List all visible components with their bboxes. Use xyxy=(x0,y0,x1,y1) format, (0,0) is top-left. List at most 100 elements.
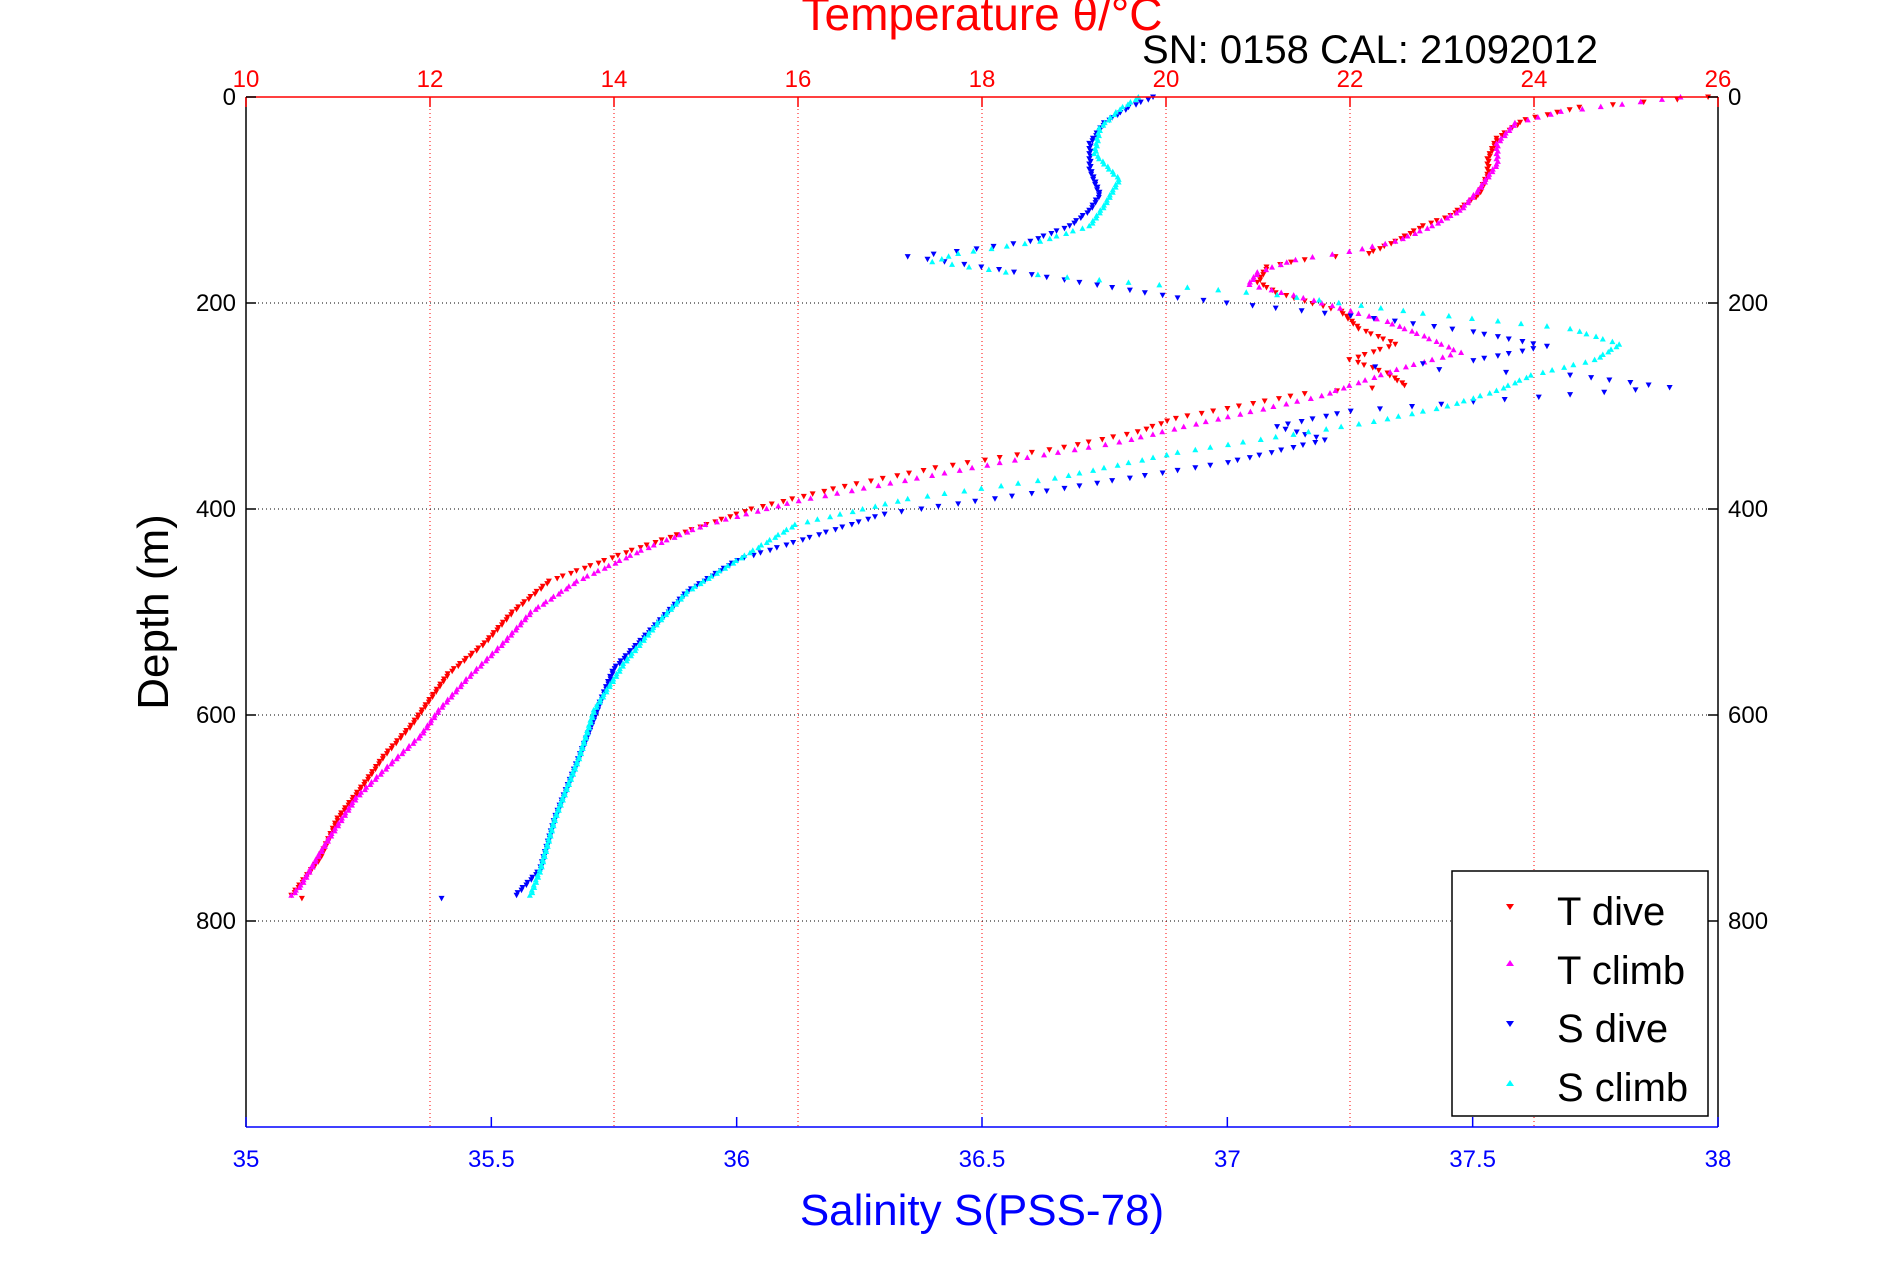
data-point xyxy=(658,539,665,545)
data-point xyxy=(640,637,647,643)
data-point xyxy=(1576,104,1583,111)
data-point xyxy=(1268,286,1275,293)
data-point xyxy=(1534,114,1541,120)
data-point xyxy=(1040,233,1047,240)
data-point xyxy=(1373,315,1380,322)
data-point xyxy=(535,874,542,880)
data-point xyxy=(1401,382,1408,389)
data-point xyxy=(1270,403,1277,410)
data-point xyxy=(872,503,879,509)
data-point xyxy=(1223,300,1230,306)
data-point xyxy=(1002,269,1009,275)
data-point xyxy=(1419,223,1426,229)
data-point xyxy=(898,509,905,515)
data-point xyxy=(1438,341,1445,347)
data-point xyxy=(653,621,660,628)
data-point xyxy=(649,627,656,633)
data-point xyxy=(1015,480,1022,486)
data-point xyxy=(582,732,589,739)
data-point xyxy=(554,576,561,582)
data-point xyxy=(972,498,979,505)
data-point xyxy=(1456,207,1463,213)
series-s-climb xyxy=(526,94,1623,898)
data-point xyxy=(633,549,640,556)
data-point xyxy=(367,781,374,788)
data-point xyxy=(531,591,538,597)
data-point xyxy=(1119,103,1126,110)
data-point xyxy=(550,593,557,600)
data-point xyxy=(467,673,474,679)
data-point xyxy=(1307,395,1314,401)
data-point xyxy=(1159,292,1166,299)
data-point xyxy=(645,632,652,638)
data-point xyxy=(1335,299,1342,306)
data-point xyxy=(1301,257,1308,263)
data-point xyxy=(384,751,390,757)
data-point xyxy=(1321,437,1328,443)
data-point xyxy=(1401,325,1408,332)
data-point xyxy=(1110,171,1117,177)
data-point xyxy=(1346,382,1353,388)
data-point xyxy=(1048,230,1055,237)
data-point xyxy=(991,496,998,502)
data-point xyxy=(532,606,539,612)
data-point xyxy=(1613,343,1620,350)
data-point xyxy=(1591,356,1598,363)
data-point xyxy=(1329,302,1336,309)
data-point xyxy=(1316,297,1323,303)
data-point xyxy=(763,505,770,512)
data-point xyxy=(328,830,335,836)
data-point xyxy=(1401,233,1408,240)
data-point xyxy=(996,459,1003,466)
data-point xyxy=(1089,220,1096,226)
data-point xyxy=(348,802,355,808)
data-point xyxy=(472,668,479,674)
data-point xyxy=(338,815,345,821)
data-point xyxy=(1112,184,1119,190)
data-point xyxy=(1470,329,1477,335)
data-point xyxy=(620,660,627,666)
data-point xyxy=(799,537,806,543)
data-point xyxy=(573,578,580,584)
data-point xyxy=(288,892,295,898)
legend-label-t-climb: T climb xyxy=(1557,949,1685,993)
data-point xyxy=(1094,282,1101,288)
data-point xyxy=(361,782,368,788)
data-point xyxy=(1268,450,1275,456)
top-axis-tick-label: 16 xyxy=(785,66,812,93)
data-point xyxy=(1149,423,1156,430)
data-point xyxy=(440,679,447,685)
legend-box xyxy=(1451,870,1709,1117)
data-point xyxy=(702,521,709,527)
data-point xyxy=(636,642,643,648)
data-point xyxy=(738,554,745,561)
data-point xyxy=(1076,483,1083,489)
data-point xyxy=(523,882,530,888)
data-point xyxy=(594,567,601,574)
data-point xyxy=(606,683,613,690)
data-point xyxy=(1263,285,1270,291)
data-point xyxy=(1159,428,1166,435)
data-point xyxy=(532,876,539,883)
data-point xyxy=(1123,431,1130,438)
data-point xyxy=(1557,108,1564,114)
data-point xyxy=(357,787,364,793)
data-point xyxy=(372,776,379,782)
data-point xyxy=(596,699,603,705)
data-point xyxy=(1453,209,1460,216)
data-point xyxy=(996,267,1003,273)
data-point xyxy=(559,794,566,800)
data-point xyxy=(1257,277,1264,283)
data-point xyxy=(961,487,968,494)
data-point xyxy=(565,583,572,589)
data-point xyxy=(1377,246,1384,252)
data-point xyxy=(882,500,889,507)
data-point xyxy=(433,689,440,695)
data-point xyxy=(1666,384,1673,391)
data-point xyxy=(1061,444,1068,451)
data-point xyxy=(1363,328,1370,335)
data-point xyxy=(1355,326,1362,332)
data-point xyxy=(573,568,580,574)
data-point xyxy=(455,663,462,670)
data-point xyxy=(609,555,616,561)
